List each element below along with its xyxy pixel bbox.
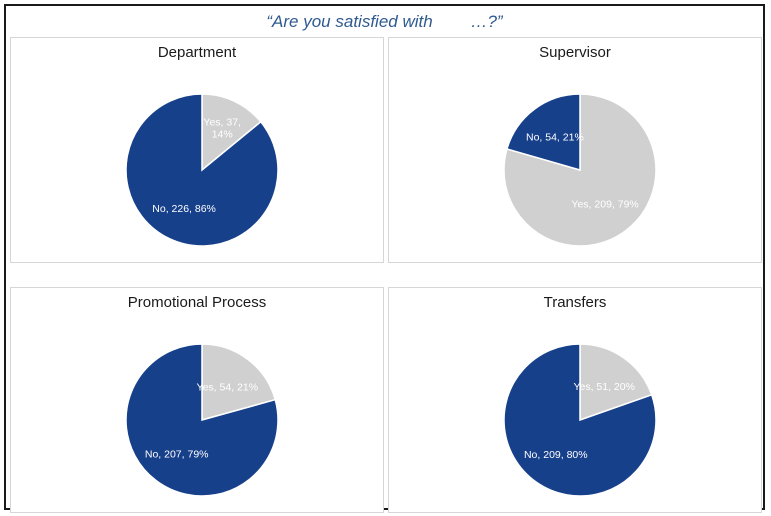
pie-slice-yes [503, 93, 657, 247]
pie-chart-department: Yes, 37, 14% No, 226, 86% [125, 93, 279, 247]
pie-chart-transfers: Yes, 51, 20% No, 209, 80% [503, 343, 657, 497]
pie-slice-no [125, 343, 279, 497]
data-label-yes: Yes, 51, 20% [573, 381, 635, 393]
data-label-no: No, 226, 86% [152, 203, 216, 215]
pie-slice-yes [201, 343, 277, 421]
data-label-yes: Yes, 209, 79% [571, 198, 638, 210]
data-label-yes: Yes, 54, 21% [197, 382, 259, 394]
data-label-no: No, 209, 80% [524, 449, 588, 461]
chart-title: Supervisor [539, 44, 611, 61]
data-label-no: No, 207, 79% [145, 448, 209, 460]
pie-panel-promotional-process: Promotional Process Yes, 54, 21% No, 207,… [10, 287, 384, 513]
pie-slice-no [125, 93, 279, 247]
pie-panel-supervisor: Supervisor Yes, 209, 79% No, 54, 21% [388, 37, 762, 263]
data-label-yes: Yes, 37, 14% [203, 116, 241, 140]
pie-slice-no [503, 343, 657, 497]
data-label-no: No, 54, 21% [526, 132, 584, 144]
figure-title: “Are you satisfied with …?” [266, 12, 503, 31]
pie-panel-department: Department Yes, 37, 14% No, 226, 86% [10, 37, 384, 263]
chart-title: Transfers [543, 294, 607, 311]
pie-slice-yes [201, 93, 262, 172]
pie-panel-transfers: Transfers Yes, 51, 20% No, 209, 80% [388, 287, 762, 513]
chart-title: Department [157, 44, 237, 61]
figure-frame: “Are you satisfied with …?” Department Y… [4, 4, 765, 513]
pie-slice-no [506, 93, 581, 171]
chart-title: Promotional Process [127, 294, 267, 311]
pie-chart-promotional-process: Yes, 54, 21% No, 207, 79% [125, 343, 279, 497]
pie-chart-supervisor: Yes, 209, 79% No, 54, 21% [503, 93, 657, 247]
